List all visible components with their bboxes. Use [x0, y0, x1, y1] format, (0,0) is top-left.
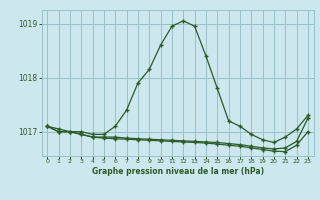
- X-axis label: Graphe pression niveau de la mer (hPa): Graphe pression niveau de la mer (hPa): [92, 167, 264, 176]
